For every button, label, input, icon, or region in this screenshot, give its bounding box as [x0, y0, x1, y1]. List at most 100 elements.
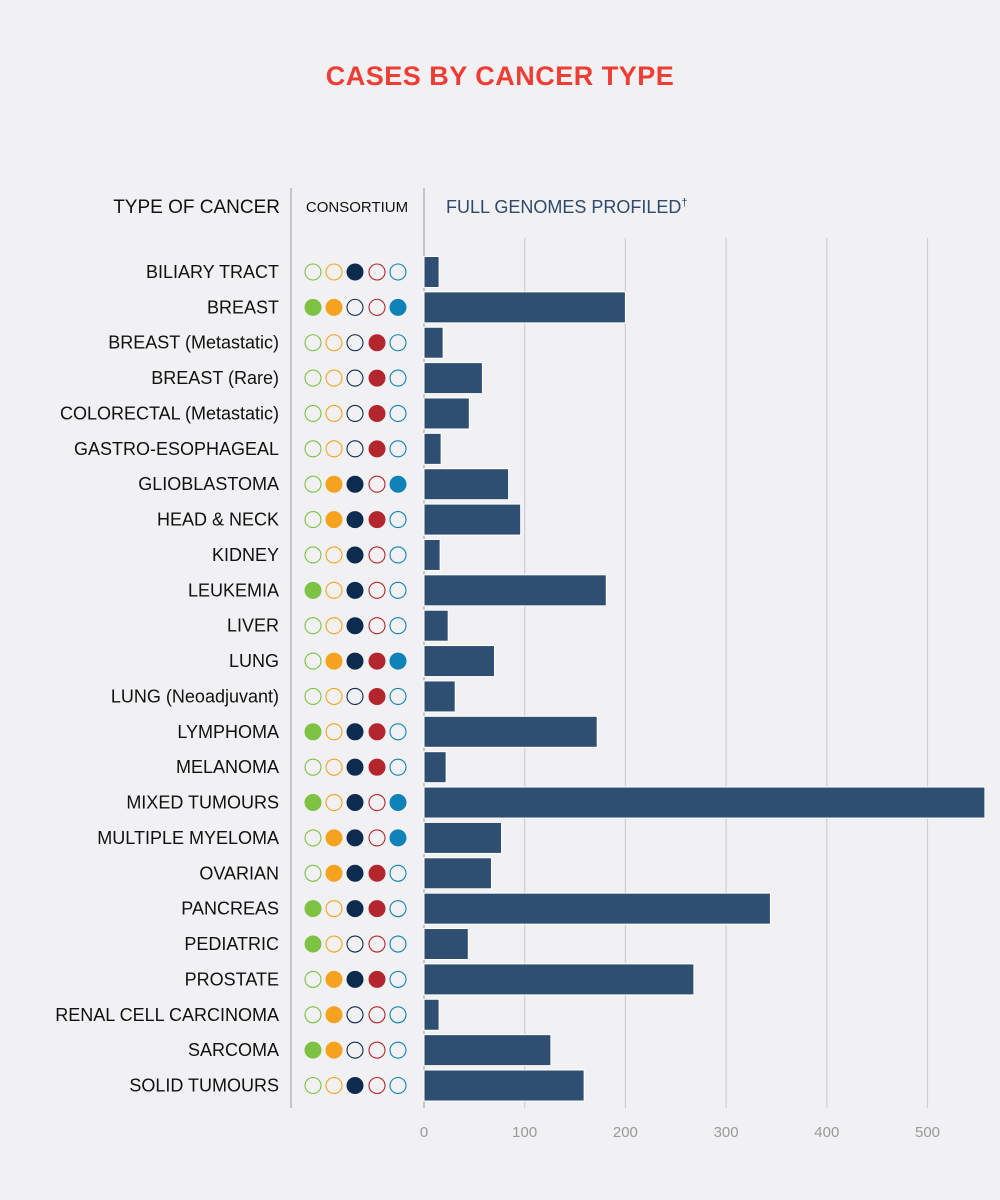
consortium-dot-lung-4 — [368, 652, 386, 670]
consortium-dot-prostate-5 — [389, 970, 407, 988]
consortium-dot-mixed-tumours-5 — [389, 794, 407, 812]
dagger-mark: † — [681, 197, 687, 209]
bar-gastro-esophageal — [423, 432, 442, 465]
bar-head-neck — [423, 503, 522, 536]
consortium-dot-breast-1 — [304, 298, 322, 316]
category-label-liver: LIVER — [227, 616, 279, 636]
consortium-dot-renal-cell-carcinoma-3 — [346, 1006, 364, 1024]
consortium-dot-colorectal-metastatic-1 — [304, 404, 322, 423]
consortium-dot-lymphoma-5 — [389, 723, 407, 741]
bar-solid-tumours — [423, 1069, 585, 1102]
category-label-head-neck: HEAD & NECK — [157, 510, 279, 530]
consortium-dot-biliary-tract-5 — [389, 263, 407, 281]
consortium-dot-liver-5 — [389, 617, 407, 635]
consortium-dot-mixed-tumours-3 — [346, 794, 364, 812]
category-label-kidney: KIDNEY — [212, 545, 279, 565]
consortium-dot-head-neck-2 — [325, 511, 343, 529]
consortium-dot-renal-cell-carcinoma-2 — [325, 1006, 343, 1024]
bar-melanoma — [423, 751, 447, 784]
consortium-dot-prostate-4 — [368, 970, 386, 988]
tick-label-400: 400 — [814, 1124, 839, 1141]
consortium-dot-lung-5 — [389, 652, 407, 670]
category-label-breast-rare: BREAST (Rare) — [151, 368, 279, 388]
consortium-dot-prostate-3 — [346, 970, 364, 988]
x-axis-ticks: 0 100 200 300 400 500 — [420, 1124, 940, 1141]
consortium-dot-multiple-myeloma-3 — [346, 829, 364, 847]
consortium-dot-kidney-4 — [368, 546, 386, 564]
bar-kidney — [423, 538, 441, 571]
consortium-dot-lymphoma-3 — [346, 723, 364, 741]
consortium-dots — [304, 263, 407, 1095]
consortium-dot-pediatric-4 — [368, 935, 386, 953]
category-label-solid-tumours: SOLID TUMOURS — [129, 1076, 279, 1096]
category-label-mixed-tumours: MIXED TUMOURS — [126, 793, 279, 813]
consortium-dot-melanoma-2 — [325, 758, 343, 776]
consortium-dot-renal-cell-carcinoma-1 — [304, 1006, 322, 1024]
consortium-dot-breast-3 — [346, 298, 364, 316]
bar-glioblastoma — [423, 468, 510, 501]
consortium-dot-breast-rare-2 — [325, 369, 343, 387]
consortium-dot-gastro-esophageal-5 — [389, 440, 407, 458]
consortium-dot-kidney-5 — [389, 546, 407, 564]
consortium-dot-glioblastoma-5 — [389, 475, 407, 493]
full-genomes-header: FULL GENOMES PROFILED† — [446, 197, 688, 217]
consortium-dot-liver-1 — [304, 617, 322, 635]
consortium-dot-mixed-tumours-4 — [368, 793, 386, 812]
consortium-dot-lung-neoadjuvant-4 — [368, 687, 386, 705]
consortium-dot-pancreas-2 — [325, 900, 343, 918]
consortium-dot-lung-neoadjuvant-3 — [346, 687, 364, 705]
consortium-dot-head-neck-5 — [389, 511, 407, 529]
bar-lung-neoadjuvant — [423, 680, 456, 713]
consortium-dot-leukemia-1 — [304, 581, 322, 599]
consortium-dot-pancreas-3 — [346, 900, 364, 918]
consortium-dot-pancreas-5 — [389, 900, 407, 918]
bar-leukemia — [423, 574, 607, 607]
consortium-dot-breast-rare-5 — [389, 369, 407, 387]
chart-title: CASES BY CANCER TYPE — [326, 61, 675, 91]
consortium-dot-melanoma-5 — [389, 758, 407, 776]
bar-multiple-myeloma — [423, 821, 503, 854]
consortium-dot-head-neck-3 — [346, 511, 364, 529]
bar-breast-metastatic — [423, 326, 444, 359]
category-label-ovarian: OVARIAN — [199, 863, 279, 883]
consortium-dot-leukemia-5 — [389, 581, 407, 599]
bar-sarcoma — [423, 1034, 552, 1067]
category-label-biliary-tract: BILIARY TRACT — [146, 262, 279, 282]
consortium-dot-liver-3 — [346, 617, 364, 635]
consortium-dot-lung-neoadjuvant-5 — [389, 687, 407, 705]
consortium-dot-gastro-esophageal-1 — [304, 440, 322, 458]
consortium-dot-colorectal-metastatic-5 — [389, 404, 407, 423]
consortium-dot-pediatric-2 — [325, 935, 343, 953]
category-label-melanoma: MELANOMA — [176, 757, 279, 777]
consortium-dot-sarcoma-4 — [368, 1041, 386, 1059]
consortium-dot-lung-3 — [346, 652, 364, 670]
consortium-dot-kidney-3 — [346, 546, 364, 564]
consortium-dot-breast-metastatic-5 — [389, 334, 407, 352]
consortium-dot-ovarian-4 — [368, 864, 386, 882]
consortium-dot-lymphoma-1 — [304, 723, 322, 741]
bar-renal-cell-carcinoma — [423, 998, 440, 1031]
consortium-dot-breast-2 — [325, 298, 343, 316]
consortium-dot-glioblastoma-4 — [368, 475, 386, 493]
consortium-dot-multiple-myeloma-1 — [304, 829, 322, 847]
consortium-dot-melanoma-3 — [346, 758, 364, 776]
consortium-dot-gastro-esophageal-3 — [346, 440, 364, 458]
consortium-dot-glioblastoma-2 — [325, 475, 343, 493]
consortium-dot-ovarian-3 — [346, 864, 364, 882]
tick-label-300: 300 — [714, 1124, 739, 1141]
consortium-dot-kidney-1 — [304, 546, 322, 564]
consortium-dot-biliary-tract-4 — [368, 263, 386, 281]
consortium-dot-solid-tumours-2 — [325, 1076, 343, 1095]
consortium-dot-colorectal-metastatic-4 — [368, 404, 386, 422]
category-label-gastro-esophageal: GASTRO-ESOPHAGEAL — [74, 439, 279, 459]
category-label-multiple-myeloma: MULTIPLE MYELOMA — [97, 828, 279, 848]
consortium-dot-liver-2 — [325, 617, 343, 635]
bar-breast — [423, 291, 626, 324]
consortium-dot-leukemia-3 — [346, 581, 364, 599]
consortium-dot-lung-2 — [325, 652, 343, 670]
category-label-lung: LUNG — [229, 651, 279, 671]
consortium-dot-multiple-myeloma-2 — [325, 829, 343, 847]
tick-label-200: 200 — [613, 1124, 638, 1141]
consortium-dot-biliary-tract-3 — [346, 263, 364, 281]
category-label-lung-neoadjuvant: LUNG (Neoadjuvant) — [111, 686, 279, 706]
